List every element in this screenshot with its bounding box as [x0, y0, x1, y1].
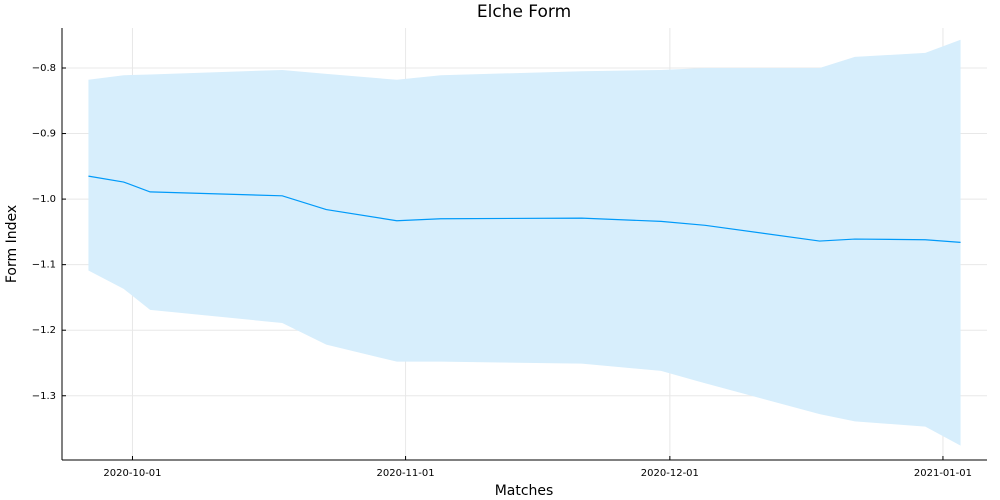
- y-tick-label: −1.1: [32, 260, 56, 271]
- x-tick-label: 2020-10-01: [103, 468, 161, 479]
- y-tick-label: −1.0: [32, 194, 56, 205]
- x-tick-label: 2021-01-01: [914, 468, 972, 479]
- x-tick-label: 2020-12-01: [641, 468, 699, 479]
- y-tick-label: −1.3: [32, 391, 56, 402]
- y-tick-label: −1.2: [32, 325, 56, 336]
- y-tick-label: −0.9: [32, 129, 56, 140]
- confidence-band: [88, 39, 961, 446]
- y-tick-label: −0.8: [32, 63, 56, 74]
- x-axis-label: Matches: [495, 483, 554, 499]
- chart-title: Elche Form: [477, 2, 571, 22]
- y-axis-label: Form Index: [4, 205, 20, 283]
- x-tick-label: 2020-11-01: [377, 468, 435, 479]
- form-line: [88, 175, 961, 243]
